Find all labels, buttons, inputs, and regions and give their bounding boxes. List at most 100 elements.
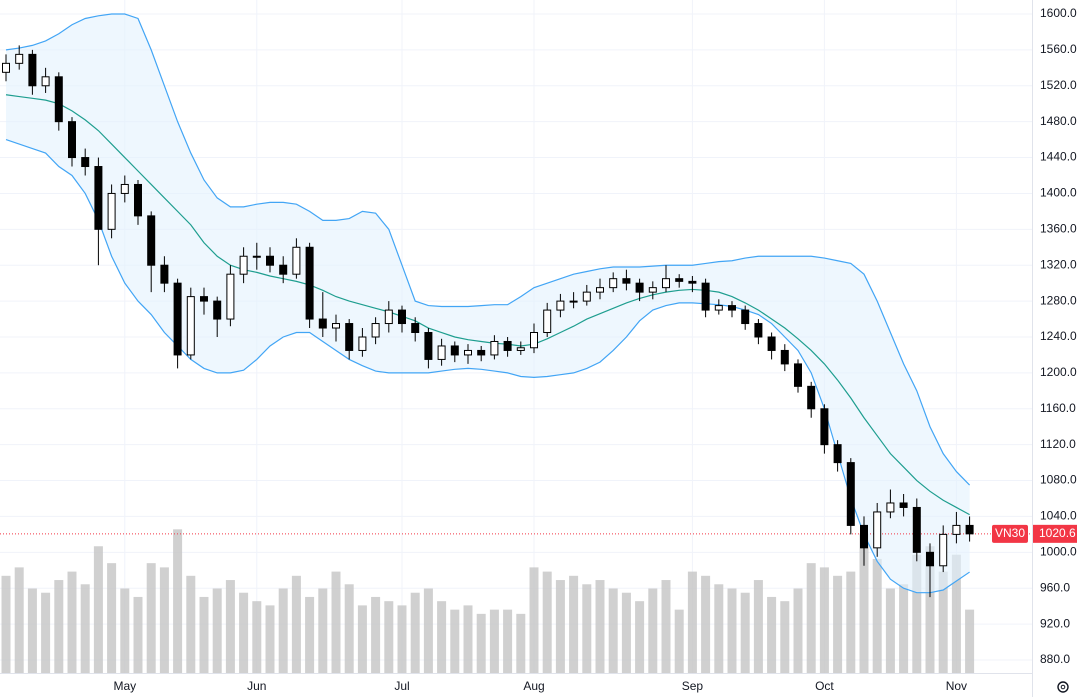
candle-body bbox=[266, 255, 274, 266]
candle-body bbox=[873, 511, 882, 549]
x-tick-label: Jul bbox=[394, 679, 409, 693]
candle-body bbox=[846, 462, 855, 526]
candle-body bbox=[530, 332, 538, 349]
volume-bar bbox=[146, 563, 156, 673]
volume-bar bbox=[833, 575, 843, 673]
volume-bar bbox=[582, 584, 592, 673]
settings-icon[interactable] bbox=[1057, 681, 1069, 693]
candle-body bbox=[371, 323, 380, 338]
candle-body bbox=[926, 551, 934, 567]
candle-body bbox=[965, 524, 974, 535]
candle-body bbox=[952, 524, 961, 535]
last-price-label: 1020.6 bbox=[1039, 526, 1076, 540]
volume-bar bbox=[397, 605, 407, 673]
volume-bar bbox=[186, 575, 196, 673]
candle-body bbox=[345, 323, 354, 351]
candle-body bbox=[754, 323, 763, 338]
candle-body bbox=[714, 305, 723, 311]
volume-bar bbox=[595, 580, 605, 673]
volume-bar bbox=[371, 596, 381, 673]
candle-body bbox=[688, 280, 697, 284]
volume-bar bbox=[291, 575, 301, 673]
candle-body bbox=[226, 273, 235, 320]
volume-bar bbox=[437, 601, 447, 673]
volume-bar bbox=[859, 533, 869, 673]
volume-bar bbox=[648, 588, 658, 673]
volume-bar bbox=[318, 588, 328, 673]
candle-body bbox=[318, 318, 327, 329]
y-tick-label: 1600.0 bbox=[1040, 6, 1077, 20]
volume-bar bbox=[899, 584, 909, 673]
x-tick-label: Oct bbox=[815, 679, 834, 693]
settings-gear[interactable] bbox=[1057, 681, 1069, 693]
volume-bar bbox=[41, 592, 51, 673]
volume-bar bbox=[225, 580, 235, 673]
volume-bar bbox=[133, 596, 143, 673]
candle-body bbox=[450, 345, 459, 356]
candle-body bbox=[622, 278, 631, 284]
volume-bar bbox=[740, 592, 750, 673]
candle-body bbox=[252, 255, 261, 258]
candle-body bbox=[41, 76, 50, 87]
volume-bar bbox=[107, 563, 117, 673]
y-tick-label: 1520.0 bbox=[1040, 78, 1077, 92]
volume-bar bbox=[384, 601, 394, 673]
y-tick-label: 1160.0 bbox=[1040, 401, 1076, 415]
volume-bar bbox=[54, 580, 64, 673]
volume-bar bbox=[357, 605, 367, 673]
volume-bar bbox=[555, 580, 565, 673]
volume-bar bbox=[252, 601, 262, 673]
volume-bar bbox=[503, 609, 513, 673]
candle-body bbox=[833, 444, 842, 464]
candle-body bbox=[767, 336, 776, 351]
volume-bar bbox=[67, 571, 77, 673]
candle-body bbox=[490, 340, 499, 356]
candle-body bbox=[556, 300, 565, 311]
candle-body bbox=[28, 53, 37, 87]
candle-body bbox=[912, 506, 921, 553]
volume-bar bbox=[344, 584, 354, 673]
candle-body bbox=[424, 332, 433, 360]
volume-bar bbox=[621, 592, 631, 673]
volume-bar bbox=[661, 580, 671, 673]
volume-bar bbox=[569, 575, 579, 673]
candle-body bbox=[582, 291, 591, 302]
volume-bar bbox=[173, 529, 183, 673]
y-tick-label: 1400.0 bbox=[1040, 186, 1077, 200]
y-tick-label: 1240.0 bbox=[1040, 329, 1077, 343]
candle-body bbox=[662, 278, 670, 289]
y-tick-label: 920.0 bbox=[1040, 616, 1070, 630]
candle-body bbox=[807, 385, 816, 410]
candle-body bbox=[186, 296, 195, 356]
y-tick-label: 1320.0 bbox=[1040, 257, 1077, 271]
candle-body bbox=[134, 183, 142, 217]
candle-body bbox=[384, 309, 393, 325]
settings-gear-center[interactable] bbox=[1060, 684, 1066, 690]
volume-bar bbox=[305, 596, 315, 673]
volume-bar bbox=[489, 609, 499, 673]
candle-body bbox=[15, 53, 24, 64]
candle-body bbox=[411, 323, 420, 334]
volume-bar bbox=[239, 592, 249, 673]
volume-bar bbox=[674, 609, 684, 673]
candle-body bbox=[543, 309, 552, 334]
volume-bar bbox=[331, 571, 341, 673]
volume-bar bbox=[476, 613, 486, 673]
candle-body bbox=[239, 255, 248, 275]
candle-body bbox=[477, 349, 486, 356]
candle-body bbox=[569, 300, 578, 303]
candle-body bbox=[503, 340, 512, 351]
y-tick-label: 960.0 bbox=[1040, 580, 1070, 594]
candle-body bbox=[794, 363, 802, 387]
candle-body bbox=[2, 62, 10, 73]
candle-body bbox=[820, 408, 829, 446]
candle-body bbox=[173, 282, 182, 356]
volume-bar bbox=[701, 575, 711, 673]
volume-bar bbox=[872, 558, 882, 673]
volume-bar bbox=[925, 546, 935, 673]
volume-bar bbox=[885, 588, 895, 673]
volume-bar bbox=[542, 571, 552, 673]
volume-bar bbox=[938, 571, 948, 673]
volume-bar bbox=[159, 567, 169, 673]
